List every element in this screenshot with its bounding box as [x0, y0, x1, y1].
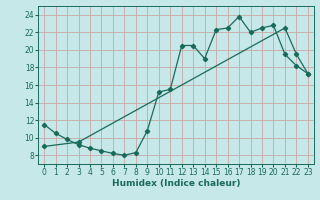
X-axis label: Humidex (Indice chaleur): Humidex (Indice chaleur): [112, 179, 240, 188]
